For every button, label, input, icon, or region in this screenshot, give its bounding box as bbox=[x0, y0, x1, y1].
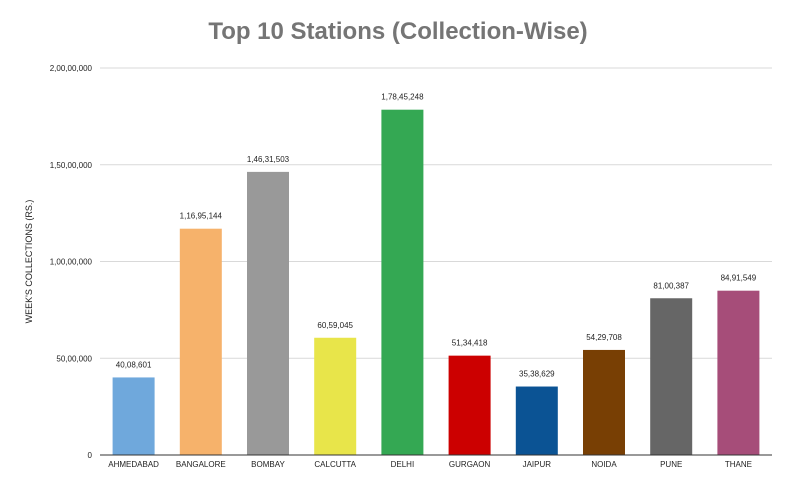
x-tick-label: CALCUTTA bbox=[314, 460, 356, 469]
bar-ahmedabad bbox=[112, 377, 155, 455]
bars bbox=[112, 109, 760, 455]
x-tick-label: BANGALORE bbox=[176, 460, 226, 469]
y-tick-label: 1,00,00,000 bbox=[50, 258, 93, 267]
chart-title: Top 10 Stations (Collection-Wise) bbox=[208, 18, 588, 45]
data-labels: 40,08,601 1,16,95,144 1,46,31,503 60,59,045… bbox=[116, 93, 757, 379]
x-axis-ticks: AHMEDABAD BANGALORE BOMBAY CALCUTTA DELHI GUR… bbox=[108, 460, 752, 469]
data-label: 1,46,31,503 bbox=[247, 155, 290, 164]
x-tick-label: JAIPUR bbox=[523, 460, 552, 469]
data-label: 54,29,708 bbox=[586, 333, 622, 342]
data-label: 84,91,549 bbox=[721, 274, 757, 283]
bar-calcutta bbox=[314, 337, 357, 455]
y-tick-label: 50,00,000 bbox=[56, 354, 92, 363]
data-label: 40,08,601 bbox=[116, 360, 152, 369]
bar-pune bbox=[650, 298, 693, 455]
bar-thane bbox=[717, 290, 760, 455]
bar-bangalore bbox=[179, 228, 222, 455]
data-label: 60,59,045 bbox=[317, 321, 353, 330]
data-label: 35,38,629 bbox=[519, 370, 555, 379]
y-axis-label: WEEK'S COLLECTIONS (RS.) bbox=[24, 200, 34, 324]
bar-bombay bbox=[247, 171, 289, 455]
data-label: 1,78,45,248 bbox=[381, 93, 424, 102]
y-tick-label: 0 bbox=[88, 451, 93, 460]
data-label: 51,34,418 bbox=[452, 339, 488, 348]
bar-delhi bbox=[381, 109, 424, 455]
x-tick-label: PUNE bbox=[660, 460, 682, 469]
y-tick-label: 2,00,00,000 bbox=[50, 64, 93, 73]
data-label: 81,00,387 bbox=[653, 281, 689, 290]
x-tick-label: GURGAON bbox=[449, 460, 491, 469]
x-tick-label: NOIDA bbox=[591, 460, 617, 469]
data-label: 1,16,95,144 bbox=[180, 212, 223, 221]
bar-jaipur bbox=[515, 386, 558, 455]
y-axis-ticks: 0 50,00,000 1,00,00,000 1,50,00,000 2,00,00,… bbox=[50, 64, 93, 460]
x-tick-label: THANE bbox=[725, 460, 752, 469]
x-tick-label: DELHI bbox=[391, 460, 415, 469]
bar-noida bbox=[583, 349, 625, 455]
x-tick-label: AHMEDABAD bbox=[108, 460, 159, 469]
y-tick-label: 1,50,00,000 bbox=[50, 161, 93, 170]
x-tick-label: BOMBAY bbox=[251, 460, 285, 469]
bar-gurgaon bbox=[448, 355, 491, 455]
